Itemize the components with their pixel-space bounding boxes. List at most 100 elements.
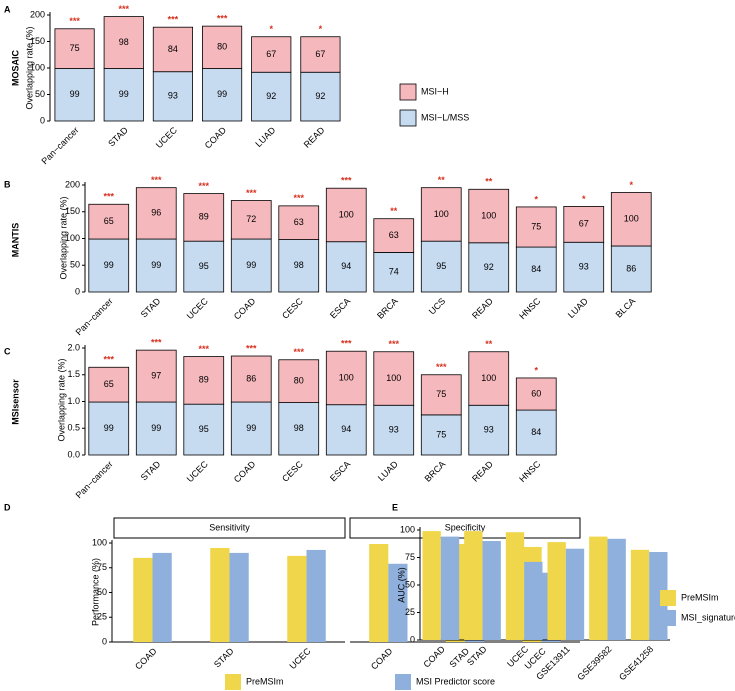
legend-swatch [660,590,676,606]
significance: * [534,194,538,204]
bar-segment [373,404,415,456]
value-label: 98 [119,37,129,47]
x-tick-label: Pan−cancer [39,125,80,166]
legend-label: MSI−H [421,86,449,96]
x-tick-label: READ [470,296,495,321]
y-tick-label: 75 [405,552,415,562]
x-tick-label: GSE39582 [575,644,613,682]
significance: *** [217,14,228,24]
y-tick-label: 150 [65,206,80,216]
legend-label: PreMSIm [681,592,719,602]
x-tick-label: HNSC [517,459,542,484]
legend-swatch [395,674,411,690]
x-tick-label: COAD [232,296,258,322]
bar [210,547,230,642]
x-tick-label: STAD [139,459,163,483]
x-tick-label: GSE41258 [617,644,655,682]
value-label: 98 [294,260,304,270]
significance: ** [390,206,398,216]
y-tick-label: 200 [65,179,80,189]
bar [306,549,326,642]
legend-swatch [399,83,417,101]
significance: *** [103,192,114,202]
value-label: 74 [389,267,399,277]
significance: ** [485,177,493,187]
y-tick-label: 0 [102,636,107,646]
x-tick-label: COAD [232,459,258,485]
legend-label: MSI−L/MSS [421,112,469,122]
significance: *** [436,362,447,372]
value-label: 99 [70,89,80,99]
value-label: 100 [624,214,639,224]
x-tick-label: UCEC [185,459,210,484]
panel-letter: C [4,346,11,356]
bar-segment [230,200,272,240]
x-tick-label: STAD [106,125,130,149]
y-tick-label: 50 [70,260,80,270]
bar [229,552,249,642]
y-tick-label: 50 [405,579,415,589]
value-label: 93 [579,261,589,271]
bar [440,536,460,640]
significance: *** [293,347,304,357]
y-tick-label: 50 [35,89,45,99]
y-axis-label: Overlapping rate (%) [58,196,68,279]
bar-segment [103,16,144,69]
panel-letter: D [4,502,11,512]
y-tick-label: 0 [410,634,415,644]
bar-segment [54,28,95,69]
value-label: 75 [70,43,80,53]
value-label: 100 [339,209,354,219]
bar-segment [135,187,177,240]
bar-segment [515,409,557,456]
bar-segment [373,252,415,293]
y-axis-label: AUC (%) [396,567,406,603]
y-tick-label: 25 [97,612,107,622]
x-tick-label: UCEC [154,125,179,150]
bar-segment [325,187,367,243]
bar-segment [325,404,367,456]
value-label: 86 [626,263,636,273]
significance: * [534,365,538,375]
significance: *** [198,181,209,191]
value-label: 60 [531,388,541,398]
value-label: 99 [104,423,114,433]
x-tick-label: ESCA [328,459,352,483]
value-label: 67 [579,219,589,229]
x-tick-label: BRCA [375,296,400,321]
bar-segment [563,241,605,293]
value-label: 72 [246,214,256,224]
side-label: MOSAIC [10,49,20,86]
y-tick-label: 2.0 [67,342,80,352]
bar-segment [278,359,320,403]
side-label: MSIsensor [10,379,20,425]
legend-label: MSI_signature [681,612,735,622]
value-label: 99 [246,260,256,270]
value-label: 94 [341,261,351,271]
y-tick-label: 150 [30,36,45,46]
y-tick-label: 100 [400,524,415,534]
y-tick-label: 1.0 [67,396,80,406]
bar [287,555,307,642]
bar-segment [135,238,177,293]
bar [547,542,566,640]
significance: *** [69,16,80,26]
significance: * [269,24,273,34]
bar-segment [420,374,462,416]
value-label: 67 [266,49,276,59]
value-label: 99 [119,89,129,99]
bar [505,532,525,640]
significance: *** [151,338,162,348]
value-label: 89 [199,212,209,222]
value-label: 75 [436,389,446,399]
bar-segment [183,240,225,293]
facet-title: Specificity [445,522,486,532]
x-tick-label: BLCA [614,296,638,320]
y-tick-label: 100 [65,233,80,243]
x-tick-label: Pan−cancer [74,296,115,337]
value-label: 93 [389,424,399,434]
value-label: 95 [436,261,446,271]
y-tick-label: 200 [30,9,45,19]
bar-segment [325,241,367,293]
